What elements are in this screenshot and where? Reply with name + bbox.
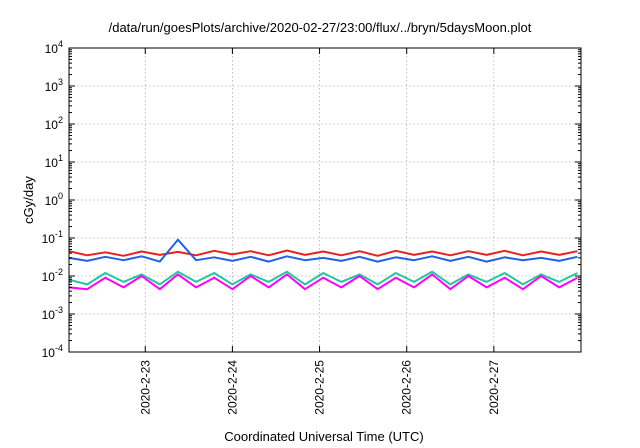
y-tick-label: 102 xyxy=(45,115,63,132)
x-tick-label: 2020-2-27 xyxy=(487,360,501,415)
series-line-1 xyxy=(68,249,578,257)
series-line-4 xyxy=(68,273,578,291)
series-line-2 xyxy=(68,238,578,263)
axis-ticks: 10-4 10-3 10-2 10-1 100 101 102 103 104 2020-2-23… xyxy=(42,39,581,415)
x-tick-label: 2020-2-23 xyxy=(138,360,152,415)
y-tick-label: 10-4 xyxy=(42,343,63,360)
y-tick-label: 10-1 xyxy=(42,229,63,246)
x-tick-label: 2020-2-26 xyxy=(400,360,414,415)
chart-title: /data/run/goesPlots/archive/2020-02-27/2… xyxy=(108,20,532,35)
y-tick-label: 100 xyxy=(45,191,63,208)
grid-lines xyxy=(69,48,581,352)
y-tick-label: 103 xyxy=(45,77,63,94)
y-axis-label: cGy/day xyxy=(21,176,36,224)
y-tick-label: 10-2 xyxy=(42,267,63,284)
y-tick-label: 101 xyxy=(45,153,63,170)
x-tick-label: 2020-2-25 xyxy=(313,360,327,415)
x-axis-label: Coordinated Universal Time (UTC) xyxy=(224,429,423,444)
data-series xyxy=(68,238,578,291)
series-line-3 xyxy=(68,270,578,286)
x-tick-label: 2020-2-24 xyxy=(225,360,239,415)
y-tick-label: 10-3 xyxy=(42,305,63,322)
y-tick-label: 104 xyxy=(45,39,63,56)
